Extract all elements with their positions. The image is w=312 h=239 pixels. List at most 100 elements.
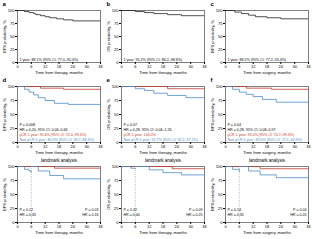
svg-text:25: 25: [114, 47, 119, 52]
svg-text:25: 25: [114, 206, 119, 211]
svg-text:50: 50: [10, 34, 15, 39]
svg-text:EFS probability, %: EFS probability, %: [2, 178, 7, 211]
svg-text:36: 36: [306, 224, 311, 229]
svg-text:0: 0: [116, 60, 119, 65]
svg-text:0: 0: [220, 140, 223, 145]
svg-text:HR = 0.28, 95% CI: 0.06–1.26: HR = 0.28, 95% CI: 0.06–1.26: [124, 128, 172, 132]
svg-text:25: 25: [218, 206, 223, 211]
svg-text:Non-pCR 1 year: 92.7% (95% CI:: Non-pCR 1 year: 92.7% (95% CI: 82.2–97.2…: [124, 138, 199, 142]
svg-text:50: 50: [114, 192, 119, 197]
svg-text:30: 30: [188, 144, 193, 149]
svg-text:36: 36: [306, 64, 311, 69]
svg-text:OS probability, %: OS probability, %: [106, 99, 111, 130]
svg-text:0: 0: [12, 220, 15, 225]
svg-text:0: 0: [224, 144, 227, 149]
svg-text:75: 75: [114, 21, 119, 26]
svg-text:30: 30: [188, 224, 193, 229]
svg-text:P = 0.14: P = 0.14: [228, 208, 241, 212]
svg-text:75: 75: [114, 98, 119, 103]
svg-text:25: 25: [10, 47, 15, 52]
svg-text:landmark analysis: landmark analysis: [249, 158, 286, 163]
svg-text:HR = 0.40: HR = 0.40: [124, 213, 140, 217]
svg-text:36: 36: [98, 144, 103, 149]
svg-text:b: b: [107, 1, 111, 7]
svg-text:HR = 0.16: HR = 0.16: [82, 213, 98, 217]
svg-text:Time from surgery, months: Time from surgery, months: [243, 150, 290, 155]
svg-text:100: 100: [8, 8, 15, 13]
svg-text:Time from therapy, months: Time from therapy, months: [139, 230, 186, 235]
svg-text:0: 0: [116, 220, 119, 225]
svg-text:50: 50: [114, 34, 119, 39]
svg-text:e: e: [107, 77, 111, 83]
svg-text:0: 0: [116, 140, 119, 145]
svg-text:30: 30: [84, 144, 89, 149]
svg-text:0: 0: [12, 140, 15, 145]
svg-text:0: 0: [16, 64, 19, 69]
svg-text:0: 0: [120, 144, 123, 149]
svg-text:Non-pCR 1 year: 80.9% (95% CI:: Non-pCR 1 year: 80.9% (95% CI: 69.7–88.3…: [20, 138, 95, 142]
svg-text:100: 100: [112, 8, 119, 13]
svg-text:25: 25: [10, 126, 15, 131]
svg-text:Time from therapy, months: Time from therapy, months: [139, 70, 186, 75]
svg-text:OS probability, %: OS probability, %: [106, 179, 111, 210]
svg-text:HR = 0.35: HR = 0.35: [228, 213, 244, 217]
svg-text:75: 75: [10, 21, 15, 26]
svg-text:36: 36: [202, 224, 207, 229]
svg-text:6: 6: [134, 144, 137, 149]
svg-text:100: 100: [216, 84, 223, 89]
svg-text:50: 50: [10, 112, 15, 117]
svg-text:HR = 0.28, 95% CI: 0.08–0.97: HR = 0.28, 95% CI: 0.08–0.97: [228, 128, 276, 132]
svg-text:50: 50: [10, 192, 15, 197]
svg-text:HR = 0.20: HR = 0.20: [290, 213, 306, 217]
svg-text:6: 6: [238, 144, 241, 149]
svg-text:75: 75: [114, 178, 119, 183]
svg-text:6: 6: [238, 224, 241, 229]
svg-text:50: 50: [218, 112, 223, 117]
svg-text:landmark analysis: landmark analysis: [145, 158, 182, 163]
svg-text:landmark analysis: landmark analysis: [41, 158, 78, 163]
svg-text:EFS probability, %: EFS probability, %: [2, 20, 7, 53]
svg-text:75: 75: [218, 21, 223, 26]
svg-text:pCR 1 year: 95.6% (95% CI: 72.: pCR 1 year: 95.6% (95% CI: 72.0–99.4%): [20, 133, 87, 137]
svg-text:50: 50: [218, 192, 223, 197]
svg-text:36: 36: [98, 224, 103, 229]
svg-text:100: 100: [8, 84, 15, 89]
svg-text:pCR 1 year: 100.0%: pCR 1 year: 100.0%: [124, 133, 157, 137]
svg-text:100: 100: [216, 164, 223, 169]
svg-text:P = 0.008: P = 0.008: [20, 123, 35, 127]
svg-text:Time from therapy, months: Time from therapy, months: [35, 230, 82, 235]
svg-text:Time from therapy, months: Time from therapy, months: [35, 150, 82, 155]
svg-text:25: 25: [218, 47, 223, 52]
svg-text:OS probability, %: OS probability, %: [106, 21, 111, 52]
svg-text:75: 75: [218, 178, 223, 183]
svg-text:36: 36: [202, 64, 207, 69]
svg-text:d: d: [3, 77, 7, 83]
svg-text:0: 0: [220, 220, 223, 225]
svg-text:30: 30: [84, 64, 89, 69]
svg-text:0: 0: [16, 144, 19, 149]
svg-text:100: 100: [8, 164, 15, 169]
svg-text:Time from therapy, months: Time from therapy, months: [35, 70, 82, 75]
svg-text:100: 100: [216, 8, 223, 13]
svg-text:0: 0: [220, 60, 223, 65]
svg-text:30: 30: [292, 224, 297, 229]
svg-text:36: 36: [202, 144, 207, 149]
svg-text:RFS probability, %: RFS probability, %: [210, 178, 215, 211]
svg-text:75: 75: [10, 178, 15, 183]
svg-text:0: 0: [120, 224, 123, 229]
svg-text:pCR 1 year: 95.0% (95% CI: 70.: pCR 1 year: 95.0% (95% CI: 70.7–99.3%): [228, 133, 295, 137]
svg-text:1 year: 88.1% (95% CI: 77.0–95: 1 year: 88.1% (95% CI: 77.0–95.0%): [20, 58, 79, 62]
svg-text:0: 0: [16, 224, 19, 229]
svg-text:P = 0.04: P = 0.04: [228, 123, 241, 127]
svg-text:30: 30: [292, 144, 297, 149]
svg-text:P = 0.07: P = 0.07: [124, 123, 137, 127]
svg-text:1 year: 95.2% (95% CI: 86.2–98: 1 year: 95.2% (95% CI: 86.2–98.6%): [124, 58, 183, 62]
svg-text:Time from therapy, months: Time from therapy, months: [139, 150, 186, 155]
svg-text:6: 6: [134, 64, 137, 69]
svg-text:100: 100: [112, 164, 119, 169]
svg-text:P = 0.03: P = 0.03: [85, 208, 98, 212]
svg-text:HR = 0.25: HR = 0.25: [186, 213, 202, 217]
svg-text:75: 75: [10, 98, 15, 103]
svg-text:Time from surgery, months: Time from surgery, months: [243, 230, 290, 235]
svg-text:EFS probability, %: EFS probability, %: [2, 98, 7, 131]
